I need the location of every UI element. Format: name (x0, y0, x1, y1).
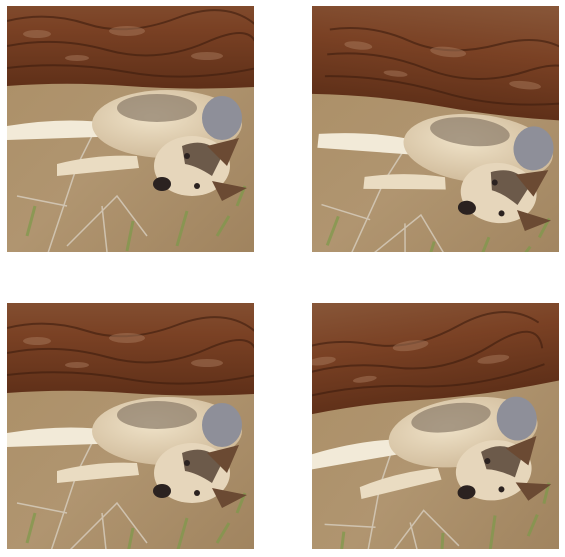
image-tile (312, 303, 559, 549)
image-tile (312, 6, 559, 252)
image-tile (7, 6, 254, 252)
image-tile (7, 303, 254, 549)
